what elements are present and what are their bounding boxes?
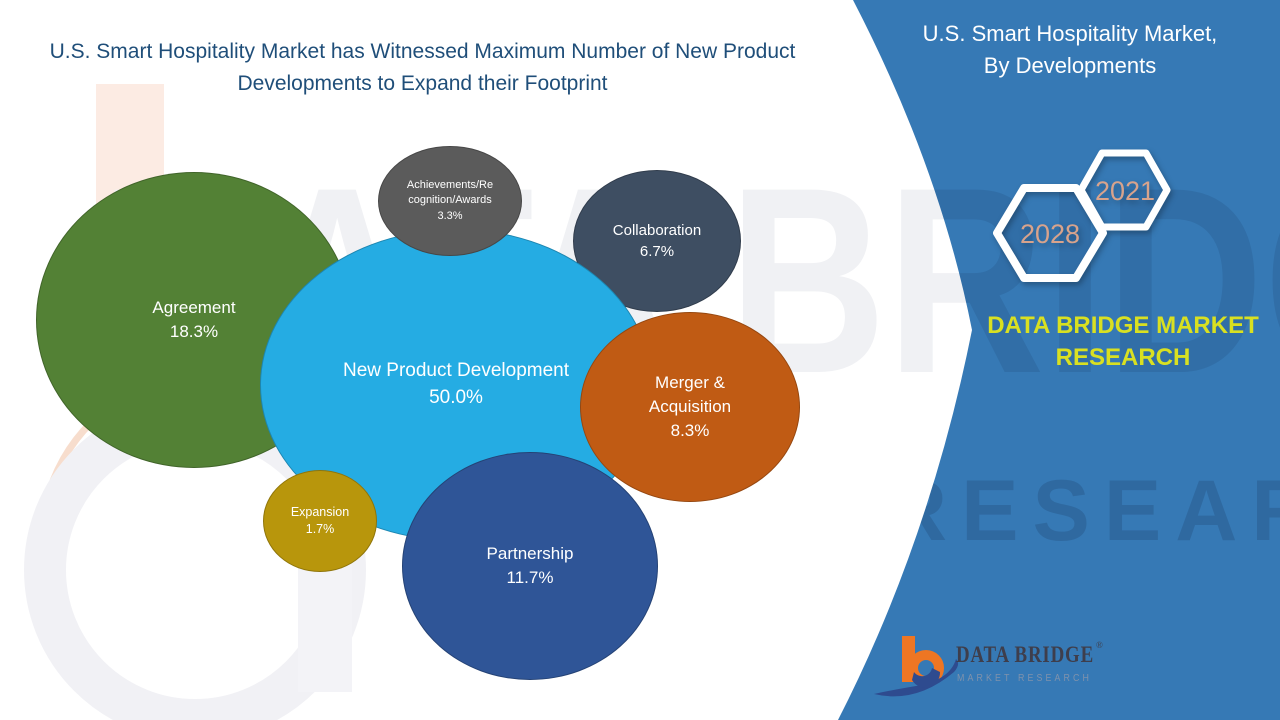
bubble-label-line: 1.7%: [305, 522, 335, 536]
bubble-label-line: 3.3%: [437, 209, 463, 222]
logo-title: DATA BRIDGE: [956, 642, 1094, 667]
bubble-label-line: Collaboration: [612, 222, 702, 239]
logo-subtitle: MARKET RESEARCH: [957, 673, 1092, 684]
bubble-label-line: Expansion: [290, 504, 350, 519]
bubble-label-line: Achievements/Re: [406, 178, 494, 191]
bubble-partnership: Partnership 11.7%: [402, 452, 658, 680]
bubble-label-line: 50.0%: [429, 387, 483, 408]
bubble-label-line: 6.7%: [639, 243, 675, 260]
dbmr-logo-mark: [874, 636, 959, 697]
bubble-label-line: 18.3%: [169, 322, 219, 341]
page-title: U.S. Smart Hospitality Market has Witnes…: [49, 40, 796, 95]
brand-name-line2: RESEARCH: [1055, 344, 1191, 372]
year-label-2021: 2021: [1095, 176, 1155, 206]
bubble-expansion: Expansion 1.7%: [263, 470, 377, 572]
bubble-merger-acquisition: Merger & Acquisition 8.3%: [580, 312, 800, 502]
year-label-2028: 2028: [1020, 219, 1080, 249]
side-panel-title: U.S. Smart Hospitality Market, By Develo…: [895, 18, 1245, 82]
year-hexagons: 2028 2021: [993, 149, 1171, 282]
side-panel-title-line2: By Developments: [983, 52, 1157, 78]
logo-registered-icon: ®: [1096, 640, 1103, 650]
bubble-label-line: Agreement: [152, 298, 236, 318]
bubble-label-line: Merger &: [655, 373, 725, 393]
brand-name: DATA BRIDGE MARKET RESEARCH: [973, 310, 1273, 375]
bubble-label-line: Partnership: [486, 544, 574, 564]
bubble-label-line: 11.7%: [506, 568, 554, 587]
research-watermark-text: RESEARCH: [885, 463, 1280, 559]
bubble-label-line: cognition/Awards: [408, 194, 492, 207]
hexagon-2028: [993, 184, 1107, 282]
brand-name-line1: DATA BRIDGE MARKET: [987, 312, 1259, 339]
bubble-achievements-recognition-awards: Achievements/Re cognition/Awards 3.3%: [378, 146, 522, 256]
bubble-label-line: New Product Development: [343, 360, 569, 382]
dbmr-logo: DATA BRIDGE ® MARKET RESEARCH: [874, 636, 1103, 697]
bubble-label-line: 8.3%: [670, 420, 710, 440]
bubble-label-line: Acquisition: [648, 397, 732, 417]
side-panel-background: [838, 0, 1280, 720]
side-panel-title-line1: U.S. Smart Hospitality Market,: [922, 21, 1218, 46]
